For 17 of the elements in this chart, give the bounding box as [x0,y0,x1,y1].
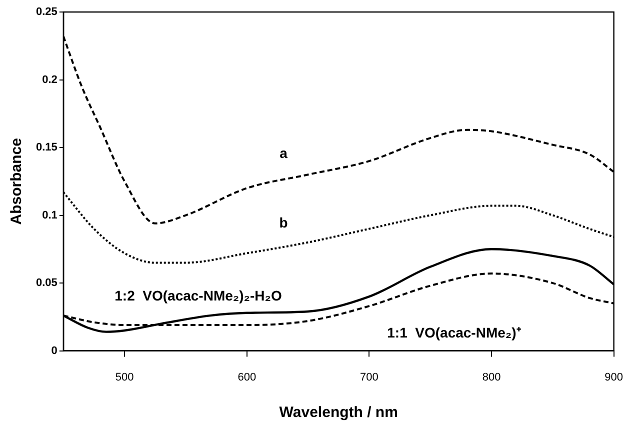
x-axis-title: Wavelength / nm [279,404,398,422]
y-tick-label: 0.2 [42,74,58,86]
x-tick-label: 900 [604,371,624,384]
y-tick-label: 0.25 [36,6,58,18]
series-label: a [280,145,288,162]
series-label: 1:2 VO(acac-NMe₂)₂-H₂O [114,287,282,304]
y-axis-title: Absorbance [8,138,26,225]
series-label: b [279,214,288,231]
y-tick-label: 0 [51,344,58,357]
series-label: 1:1 VO(acac-NMe₂)⁺ [387,324,522,341]
x-tick-label: 600 [238,371,256,384]
y-tick-label: 0.1 [42,209,58,222]
x-tick-label: 700 [360,371,378,384]
x-tick-label: 500 [115,371,134,384]
y-tick-label: 0.15 [36,142,58,154]
x-tick-label: 800 [482,371,501,384]
y-tick-label: 0.05 [36,277,58,290]
